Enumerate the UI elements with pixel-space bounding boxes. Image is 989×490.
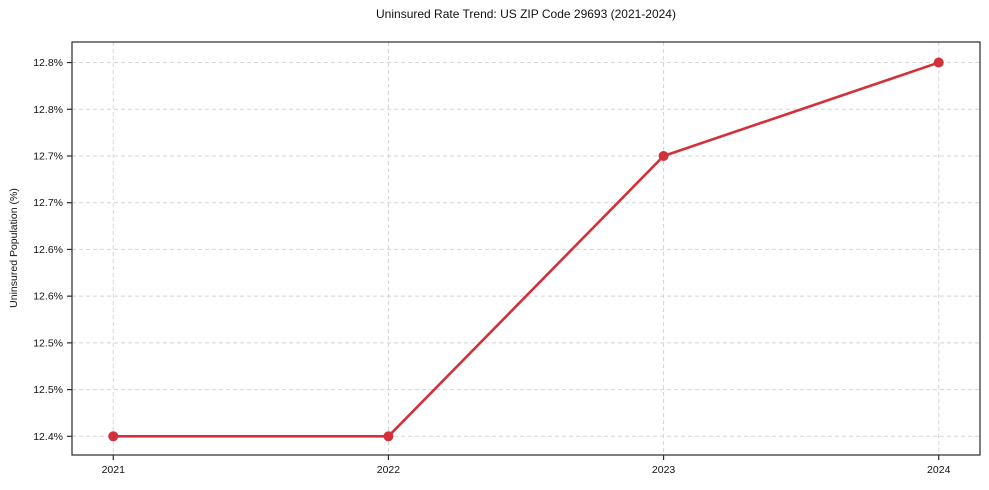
data-point: [383, 431, 394, 442]
data-point: [658, 150, 669, 161]
x-tick-label: 2021: [102, 464, 126, 476]
x-tick-label: 2024: [927, 464, 951, 476]
x-tick-label: 2022: [377, 464, 401, 476]
data-point: [108, 431, 119, 442]
y-tick-label: 12.5%: [33, 337, 63, 349]
y-tick-label: 12.5%: [33, 384, 63, 396]
y-tick-label: 12.8%: [33, 104, 63, 116]
y-tick-label: 12.6%: [33, 291, 63, 303]
y-tick-label: 12.7%: [33, 197, 63, 209]
trend-line: [111, 61, 941, 438]
data-point: [933, 57, 944, 68]
y-tick-label: 12.7%: [33, 150, 63, 162]
plot-frame: [71, 41, 981, 456]
x-tick-label: 2023: [652, 464, 676, 476]
y-tick-label: 12.6%: [33, 244, 63, 256]
y-tick-label: 12.4%: [33, 431, 63, 443]
y-tick-label: 12.8%: [33, 57, 63, 69]
chart-title: Uninsured Rate Trend: US ZIP Code 29693 …: [376, 7, 676, 21]
